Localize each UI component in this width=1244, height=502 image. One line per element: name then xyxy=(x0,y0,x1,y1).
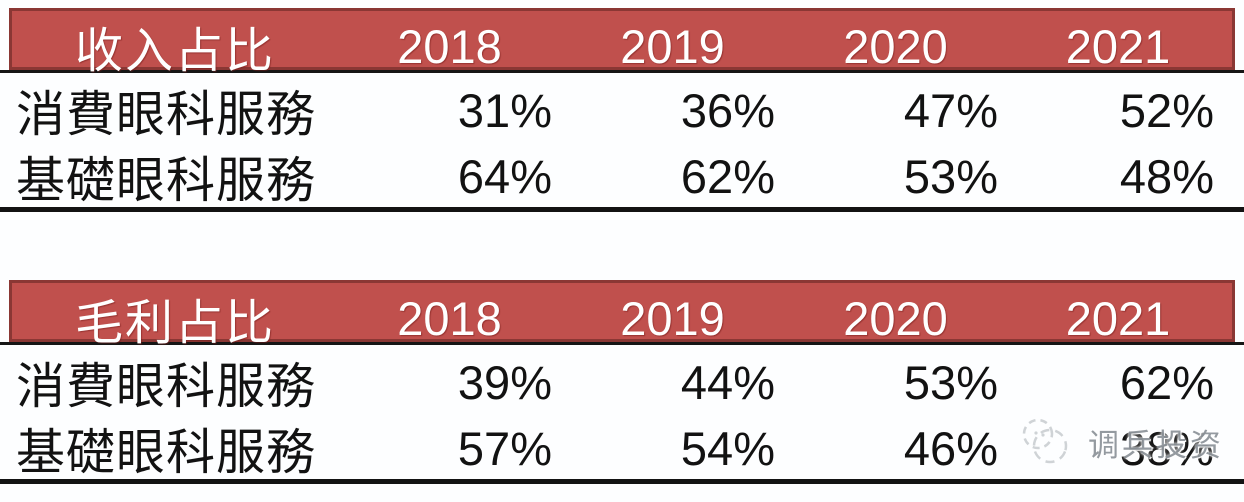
revenue-table-body: 消費眼科服務 31% 36% 47% 52% 基礎眼科服務 64% 62% 53… xyxy=(0,73,1244,212)
table-header-row: 收入占比 2018 2019 2020 2021 xyxy=(9,8,1235,78)
year-header-2020: 2020 xyxy=(843,291,948,345)
value-cell: 53% xyxy=(903,150,998,203)
table-row: 消費眼科服務 39% 44% 53% 62% xyxy=(9,347,1235,414)
table-row: 消費眼科服務 31% 36% 47% 52% xyxy=(9,75,1235,142)
value-cell: 53% xyxy=(903,356,998,409)
value-cell: 54% xyxy=(680,422,775,475)
value-cell: 38% xyxy=(1119,422,1214,475)
table-row: 基礎眼科服務 64% 62% 53% 48% xyxy=(9,141,1235,208)
year-header-2021: 2021 xyxy=(1065,19,1171,73)
table-header-row: 毛利占比 2018 2019 2020 2021 xyxy=(9,280,1235,350)
value-cell: 62% xyxy=(1119,356,1214,409)
value-cell: 46% xyxy=(903,422,998,475)
row-label: 消費眼科服務 xyxy=(16,360,317,414)
row-label: 基礎眼科服務 xyxy=(16,154,317,208)
gross-profit-header-band: 毛利占比 2018 2019 2020 2021 xyxy=(0,280,1244,350)
year-header-2020: 2020 xyxy=(843,19,948,73)
value-cell: 44% xyxy=(680,356,775,409)
revenue-header-band: 收入占比 2018 2019 2020 2021 xyxy=(0,8,1244,78)
table-row: 基礎眼科服務 57% 54% 46% 38% xyxy=(9,413,1235,480)
value-cell: 36% xyxy=(680,84,775,137)
gross-profit-table-body: 消費眼科服務 39% 44% 53% 62% 基礎眼科服務 57% 54% 46… xyxy=(0,345,1244,484)
year-header-2019: 2019 xyxy=(620,291,725,345)
year-header-2019: 2019 xyxy=(620,19,725,73)
table-title: 毛利占比 xyxy=(74,297,275,350)
table-title: 收入占比 xyxy=(74,25,275,78)
value-cell: 31% xyxy=(457,84,552,137)
value-cell: 39% xyxy=(457,356,552,409)
revenue-share-table: 收入占比 2018 2019 2020 2021 消費眼科服務 31% 36% … xyxy=(0,8,1244,212)
year-header-2018: 2018 xyxy=(397,19,502,73)
value-cell: 52% xyxy=(1119,84,1214,137)
value-cell: 64% xyxy=(457,150,552,203)
year-header-2018: 2018 xyxy=(397,291,502,345)
value-cell: 62% xyxy=(680,150,775,203)
value-cell: 47% xyxy=(903,84,998,137)
value-cell: 48% xyxy=(1119,150,1214,203)
value-cell: 57% xyxy=(457,422,552,475)
row-label: 基礎眼科服務 xyxy=(16,426,317,480)
row-label: 消費眼科服務 xyxy=(16,88,317,142)
year-header-2021: 2021 xyxy=(1065,291,1171,345)
gross-profit-share-table: 毛利占比 2018 2019 2020 2021 消費眼科服務 39% 44% … xyxy=(0,280,1244,484)
